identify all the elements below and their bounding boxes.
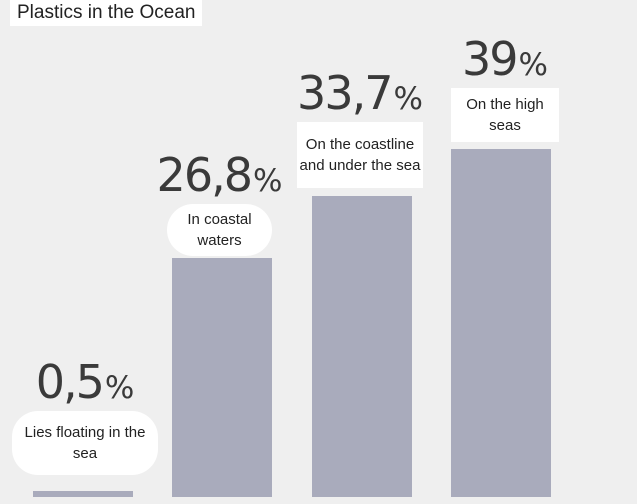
- bar-1: [33, 491, 133, 497]
- value-label: 26,8%: [140, 152, 300, 198]
- value-number: 26,8: [156, 148, 253, 202]
- category-label: On the high seas: [451, 88, 559, 142]
- value-unit: %: [252, 163, 283, 199]
- chart-title: Plastics in the Ocean: [10, 0, 203, 26]
- value-unit: %: [104, 370, 135, 406]
- bar-2: [172, 257, 272, 497]
- value-label: 33,7%: [280, 70, 440, 116]
- value-number: 0,5: [35, 355, 105, 409]
- value-label: 39%: [425, 36, 585, 82]
- value-number: 33,7: [297, 66, 393, 120]
- value-number: 39: [461, 32, 519, 86]
- bar-3: [312, 196, 412, 497]
- category-label: In coastal waters: [167, 204, 272, 256]
- bar-4: [451, 149, 551, 497]
- category-label: On the coastline and under the sea: [297, 122, 423, 188]
- value-label: 0,5%: [5, 359, 165, 405]
- value-unit: %: [518, 47, 548, 83]
- category-label: Lies floating in the sea: [12, 411, 158, 475]
- value-unit: %: [393, 81, 423, 117]
